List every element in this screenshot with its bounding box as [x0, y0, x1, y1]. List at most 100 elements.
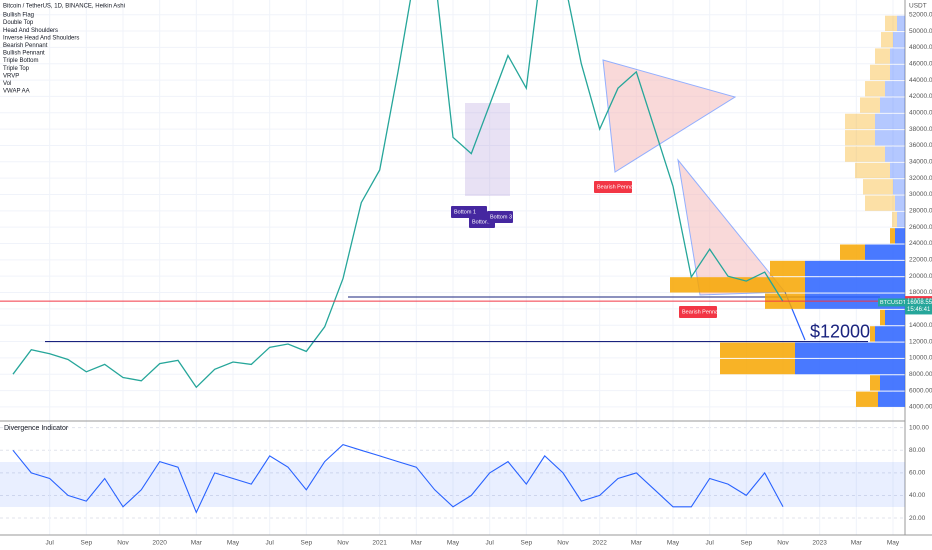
y-tick-label: 34000.00 [909, 159, 932, 166]
profile-down [885, 15, 897, 32]
annotation-label: Bottom [472, 219, 490, 225]
x-tick-label: May [447, 540, 460, 547]
x-tick-label: Nov [777, 540, 789, 547]
price-line [12, 0, 784, 389]
y-tick-label: 44000.00 [909, 77, 932, 84]
y-tick-label: 40000.00 [909, 109, 932, 116]
x-tick-label: Mar [411, 540, 423, 547]
profile-down [770, 260, 805, 277]
y-tick-label: 22000.00 [909, 257, 932, 264]
y-tick-label: 80.00 [909, 447, 926, 454]
profile-up [893, 179, 905, 195]
y-tick-label: 38000.00 [909, 126, 932, 133]
profile-down [870, 375, 880, 391]
profile-down [880, 309, 885, 326]
annotation-box [451, 206, 487, 218]
x-tick-label: Jul [706, 540, 715, 547]
profile-up [880, 375, 905, 391]
annotation-label: Bottom 1 [454, 209, 476, 215]
profile-down [863, 179, 893, 195]
y-tick-label: 42000.00 [909, 93, 932, 100]
profile-down [870, 326, 875, 342]
profile-up [890, 48, 905, 64]
indicator-label: Inverse Head And Shoulders [3, 35, 79, 41]
annotation-label: Bottom 3 [490, 214, 512, 220]
profile-up [885, 309, 905, 326]
profile-up [878, 391, 905, 407]
y-tick-label: 30000.00 [909, 191, 932, 198]
profile-up [890, 64, 905, 81]
profile-down [892, 211, 897, 228]
profile-down [875, 48, 890, 64]
profile-up [890, 162, 905, 179]
y-tick-label: 8000.00 [909, 371, 932, 378]
y-tick-label: 60.00 [909, 470, 926, 477]
y-tick-label: 14000.00 [909, 322, 932, 329]
indicator-label: Bullish Pennant [3, 51, 45, 57]
y-tick-label: 20000.00 [909, 273, 932, 280]
profile-down [840, 244, 865, 260]
x-tick-label: 2022 [592, 540, 607, 547]
profile-up [875, 130, 905, 146]
profile-down [845, 146, 885, 162]
x-tick-label: May [227, 540, 240, 547]
annotation-box [594, 181, 632, 193]
symbol-tag [878, 298, 905, 307]
y-tick-label: 18000.00 [909, 289, 932, 296]
x-tick-label: Jul [46, 540, 55, 547]
x-tick-label: Sep [521, 540, 533, 547]
profile-down [855, 162, 890, 179]
profile-up [893, 32, 905, 48]
y-tick-label: 6000.00 [909, 387, 932, 394]
profile-up [897, 211, 905, 228]
y-tick-label: 46000.00 [909, 60, 932, 67]
y-tick-label: 20.00 [909, 515, 926, 522]
profile-up [795, 358, 905, 375]
profile-up [885, 146, 905, 162]
profile-up [880, 97, 905, 113]
x-tick-label: 2023 [812, 540, 827, 547]
indicator-label: Head And Shoulders [3, 28, 58, 34]
indicator-label: Double Top [3, 20, 34, 26]
profile-up [875, 326, 905, 342]
profile-up [805, 260, 905, 277]
y-tick-label: 12000.00 [909, 338, 932, 345]
annotation-box [679, 306, 717, 318]
x-tick-label: Sep [741, 540, 753, 547]
profile-up [895, 195, 905, 211]
oscillator-line [12, 443, 784, 514]
x-tick-label: Sep [81, 540, 93, 547]
currency-label: USDT [909, 3, 927, 10]
y-tick-label: 40.00 [909, 492, 926, 499]
profile-down [856, 391, 878, 407]
x-tick-label: 2021 [372, 540, 387, 547]
x-tick-label: Mar [631, 540, 643, 547]
pennant-2 [677, 158, 787, 296]
x-tick-label: Mar [851, 540, 863, 547]
profile-up [875, 113, 905, 130]
profile-down [870, 64, 890, 81]
y-tick-label: 4000.00 [909, 404, 932, 411]
indicator-label: VWAP AA [3, 89, 30, 95]
profile-down [881, 32, 893, 48]
y-tick-label: 48000.00 [909, 44, 932, 51]
profile-down [720, 342, 795, 358]
countdown-label: 15:46:41 [907, 307, 931, 313]
pennant-1 [602, 59, 737, 173]
indicator-label: Bullish Flag [3, 13, 34, 19]
profile-up [805, 277, 905, 293]
x-tick-label: 2020 [152, 540, 167, 547]
x-tick-label: Jul [266, 540, 275, 547]
profile-down [890, 228, 895, 244]
x-tick-label: Nov [557, 540, 569, 547]
profile-up [897, 15, 905, 32]
profile-down [865, 195, 895, 211]
profile-down [720, 358, 795, 375]
y-tick-label: 32000.00 [909, 175, 932, 182]
profile-up [895, 228, 905, 244]
price-tag [905, 298, 932, 315]
annotation-box [487, 211, 513, 223]
x-tick-label: Mar [191, 540, 203, 547]
profile-down [845, 113, 875, 130]
